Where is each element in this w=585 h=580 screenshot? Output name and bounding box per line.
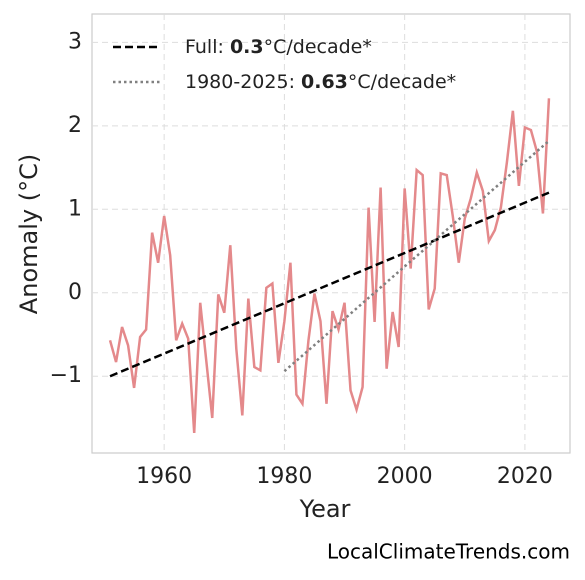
y-axis-label: Anomaly (°C) bbox=[15, 154, 43, 314]
plot-frame bbox=[91, 13, 571, 454]
legend-text-part: 1980-2025: bbox=[185, 71, 301, 93]
legend-text-part: °C/decade* bbox=[348, 71, 456, 93]
x-axis-label: Year bbox=[299, 495, 351, 523]
watermark: LocalClimateTrends.com bbox=[327, 540, 570, 564]
legend-text-part: °C/decade* bbox=[264, 36, 372, 58]
y-tick-label: 0 bbox=[68, 280, 82, 305]
legend-label: 1980-2025: 0.63°C/decade* bbox=[185, 71, 456, 93]
legend-text-part: Full: bbox=[185, 36, 230, 58]
y-tick-label: 1 bbox=[68, 196, 82, 221]
x-tick-label: 1980 bbox=[256, 464, 312, 489]
y-tick-label: 3 bbox=[68, 29, 82, 54]
x-tick-label: 1960 bbox=[136, 464, 192, 489]
y-tick-label: −1 bbox=[50, 363, 82, 388]
series-line bbox=[108, 98, 551, 434]
series-line bbox=[109, 191, 550, 378]
legend-label: Full: 0.3°C/decade* bbox=[185, 36, 372, 58]
series-line bbox=[283, 139, 550, 373]
x-tick-label: 2000 bbox=[377, 464, 433, 489]
x-tick-label: 2020 bbox=[497, 464, 553, 489]
legend-text-part: 0.63 bbox=[301, 71, 348, 93]
legend-text-part: 0.3 bbox=[230, 36, 264, 58]
y-tick-label: 2 bbox=[68, 113, 82, 138]
